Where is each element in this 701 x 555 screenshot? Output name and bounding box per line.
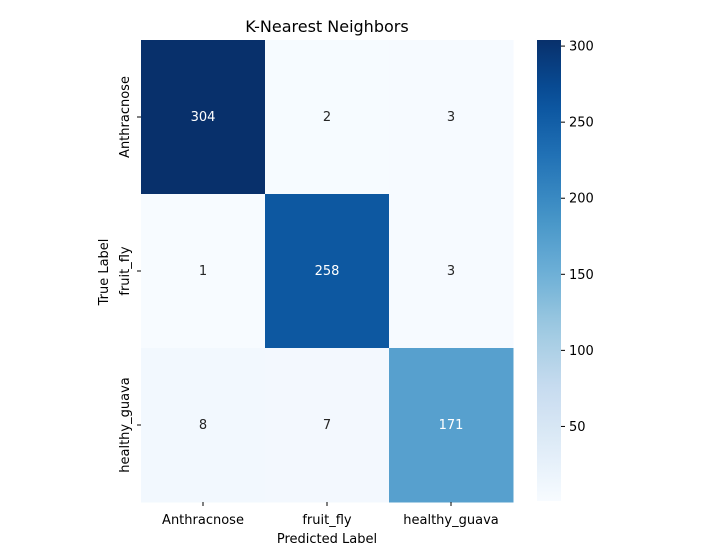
heatmap-cell xyxy=(389,348,514,503)
heatmap-cell xyxy=(389,194,514,349)
y-tick-label: fruit_fly xyxy=(118,246,133,296)
x-axis-label: Predicted Label xyxy=(277,532,377,547)
heatmap-cell xyxy=(389,40,514,195)
y-tick-label: Anthracnose xyxy=(118,76,133,158)
colorbar-tick-label: 50 xyxy=(569,420,586,435)
cell-value-label: 2 xyxy=(323,110,331,125)
heatmap-cell xyxy=(265,194,390,349)
colorbar-tick-label: 150 xyxy=(569,268,594,283)
y-axis-label: True Label xyxy=(97,239,112,307)
cell-value-label: 171 xyxy=(439,418,464,433)
colorbar-ticks: 50 100 150 200 250 300 xyxy=(561,40,594,435)
x-tick-label: fruit_fly xyxy=(302,513,352,528)
heatmap-cell xyxy=(141,348,266,503)
colorbar-tick-label: 100 xyxy=(569,344,594,359)
heatmap-cells xyxy=(141,40,514,503)
cell-value-label: 7 xyxy=(323,418,331,433)
colorbar xyxy=(537,40,561,501)
heatmap-cell xyxy=(141,40,266,195)
cell-value-label: 304 xyxy=(191,110,216,125)
y-tick-label: healthy_guava xyxy=(118,377,133,472)
colorbar-tick-label: 300 xyxy=(569,40,594,55)
y-axis-ticks: Anthracnose fruit_fly healthy_guava xyxy=(118,76,141,473)
colorbar-tick-label: 200 xyxy=(569,192,594,207)
x-axis-ticks: Anthracnose fruit_fly healthy_guava xyxy=(162,502,499,528)
heatmap-cell xyxy=(265,40,390,195)
x-tick-label: healthy_guava xyxy=(403,513,498,528)
cell-value-label: 3 xyxy=(447,110,455,125)
chart-title: K-Nearest Neighbors xyxy=(245,17,408,36)
colorbar-tick-label: 250 xyxy=(569,116,594,131)
heatmap-cell xyxy=(141,194,266,349)
cell-value-label: 1 xyxy=(199,264,207,279)
cell-value-label: 8 xyxy=(199,418,207,433)
heatmap-cell xyxy=(265,348,390,503)
heatmap-cell-labels: 304 2 31 258 38 7 171 xyxy=(191,110,464,433)
cell-value-label: 3 xyxy=(447,264,455,279)
cell-value-label: 258 xyxy=(315,264,340,279)
x-tick-label: Anthracnose xyxy=(162,513,244,528)
